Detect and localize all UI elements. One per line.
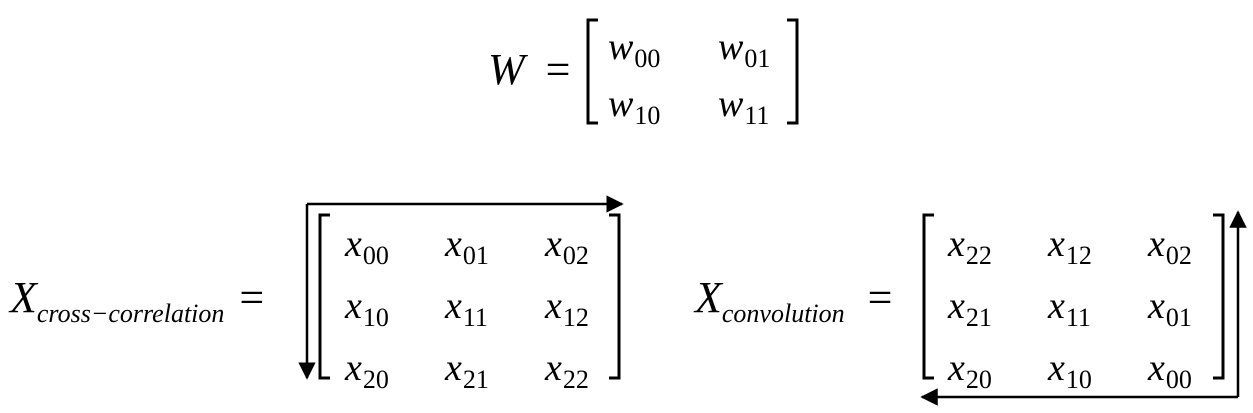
cross-correlation-symbol: X: [10, 273, 37, 322]
convolution-subscript: convolution: [721, 299, 845, 328]
w-right-bracket: [787, 18, 799, 125]
xconv-entry-11: x11: [1048, 285, 1091, 332]
xconv-entry-22: x00: [1148, 347, 1192, 394]
xconv-entry-20: x20: [948, 347, 992, 394]
xcc-entry-10: x10: [345, 285, 389, 332]
xcc-entry-20: x20: [345, 347, 389, 394]
w-entry-10: w10: [608, 83, 661, 130]
xconv-entry-12: x01: [1148, 285, 1192, 332]
xconv-entry-00: x22: [948, 223, 992, 270]
xconv-entry-21: x10: [1048, 347, 1092, 394]
xcc-entry-22: x22: [545, 347, 589, 394]
xcc-entry-02: x02: [545, 223, 589, 270]
xcc-left-bracket: [318, 213, 330, 380]
cross-correlation-subscript: cross−correlation: [36, 299, 225, 328]
xcc-right-bracket: [609, 213, 621, 380]
w-entry-11: w11: [718, 83, 770, 130]
w-left-bracket: [586, 18, 598, 125]
xcc-entry-00: x00: [345, 223, 389, 270]
xconv-left-bracket: [922, 213, 934, 380]
convolution-equals: =: [867, 273, 893, 322]
xconv-right-bracket: [1213, 213, 1225, 380]
cross-correlation-equals: =: [239, 273, 265, 322]
convolution-symbol: X: [695, 273, 722, 322]
w-entry-00: w00: [608, 26, 661, 73]
xconv-entry-02: x02: [1148, 223, 1192, 270]
w-entry-01: w01: [718, 26, 771, 73]
xcc-entry-12: x12: [545, 285, 589, 332]
weight-symbol: W: [488, 45, 525, 94]
xconv-entry-01: x12: [1048, 223, 1092, 270]
cross-correlation-label: Xcross−correlation =: [10, 273, 265, 327]
weight-label: W =: [488, 48, 570, 92]
xcc-entry-01: x01: [445, 223, 489, 270]
xcc-entry-21: x21: [445, 347, 489, 394]
xconv-entry-10: x21: [948, 285, 992, 332]
convolution-label: Xconvolution =: [695, 273, 893, 327]
weight-equals: =: [545, 45, 571, 94]
xcc-entry-11: x11: [445, 285, 488, 332]
